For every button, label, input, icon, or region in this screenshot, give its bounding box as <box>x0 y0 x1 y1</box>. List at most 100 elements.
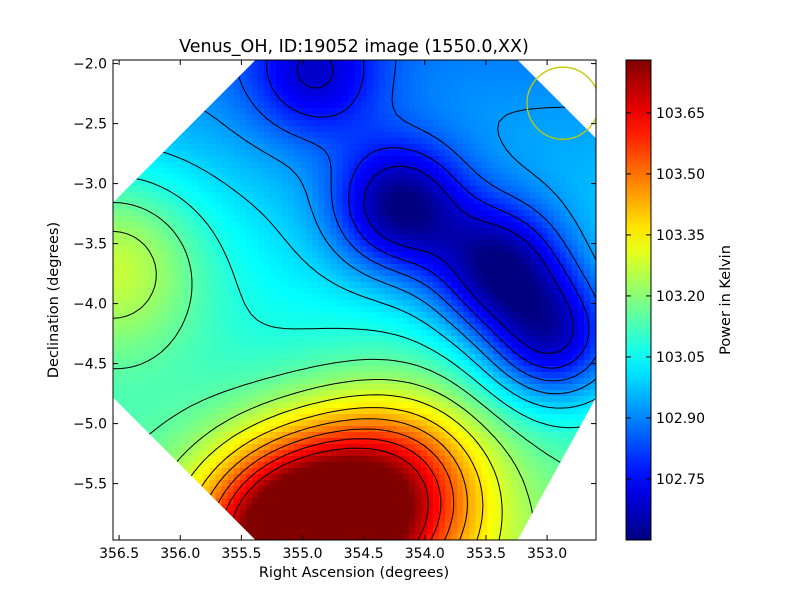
heatmap-cell <box>402 318 410 325</box>
heatmap-cell <box>131 198 138 205</box>
heatmap-cell <box>149 162 156 169</box>
heatmap-cell <box>445 210 452 217</box>
heatmap-cell <box>294 162 301 169</box>
heatmap-cell <box>318 252 325 259</box>
heatmap-cell <box>565 270 573 277</box>
heatmap-cell <box>173 360 181 367</box>
heatmap-cell <box>209 180 217 187</box>
heatmap-cell <box>487 228 494 235</box>
heatmap-cell <box>481 234 488 241</box>
heatmap-cell <box>475 162 482 169</box>
heatmap-cell <box>191 252 199 259</box>
heatmap-cell <box>390 138 398 145</box>
heatmap-cell <box>553 174 561 181</box>
heatmap-cell <box>493 144 500 151</box>
heatmap-cell <box>143 426 150 433</box>
heatmap-cell <box>475 252 482 259</box>
heatmap-cell <box>360 288 368 295</box>
heatmap-cell <box>517 186 525 193</box>
heatmap-cell <box>318 342 325 349</box>
heatmap-cell <box>209 258 217 265</box>
heatmap-cell <box>203 234 211 241</box>
heatmap-cell <box>294 246 301 253</box>
heatmap-cell <box>203 144 211 151</box>
heatmap-cell <box>475 396 482 403</box>
heatmap-cell <box>354 348 362 355</box>
heatmap-cell <box>197 264 205 271</box>
heatmap-cell <box>294 270 301 277</box>
heatmap-cell <box>583 306 591 313</box>
heatmap-cell <box>227 408 235 415</box>
heatmap-cell <box>179 414 187 421</box>
heatmap-cell <box>161 306 168 313</box>
heatmap-cell <box>378 318 386 325</box>
heatmap-cell <box>408 258 416 265</box>
heatmap-cell <box>541 312 549 319</box>
heatmap-cell <box>330 204 337 211</box>
heatmap-cell <box>282 108 289 115</box>
heatmap-cell <box>239 372 247 379</box>
heatmap-cell <box>336 222 344 229</box>
heatmap-cell <box>209 168 217 175</box>
heatmap-cell <box>354 72 362 79</box>
heatmap-cell <box>336 60 344 67</box>
heatmap-cell <box>445 408 452 415</box>
heatmap-cell <box>505 258 513 265</box>
heatmap-cell <box>402 162 410 169</box>
heatmap-cell <box>511 240 519 247</box>
heatmap-cell <box>451 132 458 139</box>
heatmap-cell <box>119 396 126 403</box>
heatmap-cell <box>173 342 181 349</box>
heatmap-cell <box>445 288 452 295</box>
heatmap-cell <box>481 180 488 187</box>
heatmap-cell <box>571 204 579 211</box>
heatmap-cell <box>505 138 513 145</box>
heatmap-cell <box>294 168 301 175</box>
heatmap-cell <box>306 342 313 349</box>
heatmap-cell <box>589 372 596 379</box>
heatmap-cell <box>161 360 168 367</box>
heatmap-cell <box>565 228 573 235</box>
heatmap-cell <box>149 228 156 235</box>
heatmap-cell <box>179 318 187 325</box>
heatmap-cell <box>414 204 422 211</box>
heatmap-cell <box>294 90 301 97</box>
heatmap-cell <box>553 216 561 223</box>
heatmap-cell <box>282 420 289 427</box>
heatmap-cell <box>475 354 482 361</box>
heatmap-cell <box>125 384 132 391</box>
heatmap-cell <box>306 366 313 373</box>
heatmap-cell <box>306 336 313 343</box>
heatmap-cell <box>463 384 470 391</box>
heatmap-cell <box>155 294 162 301</box>
heatmap-cell <box>203 204 211 211</box>
heatmap-cell <box>445 258 452 265</box>
heatmap-cell <box>402 114 410 121</box>
heatmap-cell <box>149 276 156 283</box>
heatmap-cell <box>396 174 404 181</box>
heatmap-cell <box>420 306 428 313</box>
heatmap-cell <box>432 282 440 289</box>
heatmap-cell <box>487 96 494 103</box>
heatmap-cell <box>167 330 174 337</box>
heatmap-cell <box>571 228 579 235</box>
heatmap-cell <box>125 396 132 403</box>
heatmap-cell <box>282 408 289 415</box>
heatmap-cell <box>378 324 386 331</box>
heatmap-cell <box>173 276 181 283</box>
heatmap-cell <box>523 270 531 277</box>
heatmap-cell <box>191 186 199 193</box>
heatmap-cell <box>378 210 386 217</box>
heatmap-cell <box>203 384 211 391</box>
heatmap-cell <box>553 120 561 127</box>
heatmap-cell <box>426 264 434 271</box>
heatmap-cell <box>408 126 416 133</box>
heatmap-cell <box>481 408 488 415</box>
heatmap-cell <box>378 288 386 295</box>
heatmap-cell <box>372 366 380 373</box>
heatmap-cell <box>547 132 555 139</box>
heatmap-cell <box>451 144 458 151</box>
heatmap-cell <box>493 318 500 325</box>
heatmap-cell <box>445 270 452 277</box>
heatmap-cell <box>300 150 307 157</box>
